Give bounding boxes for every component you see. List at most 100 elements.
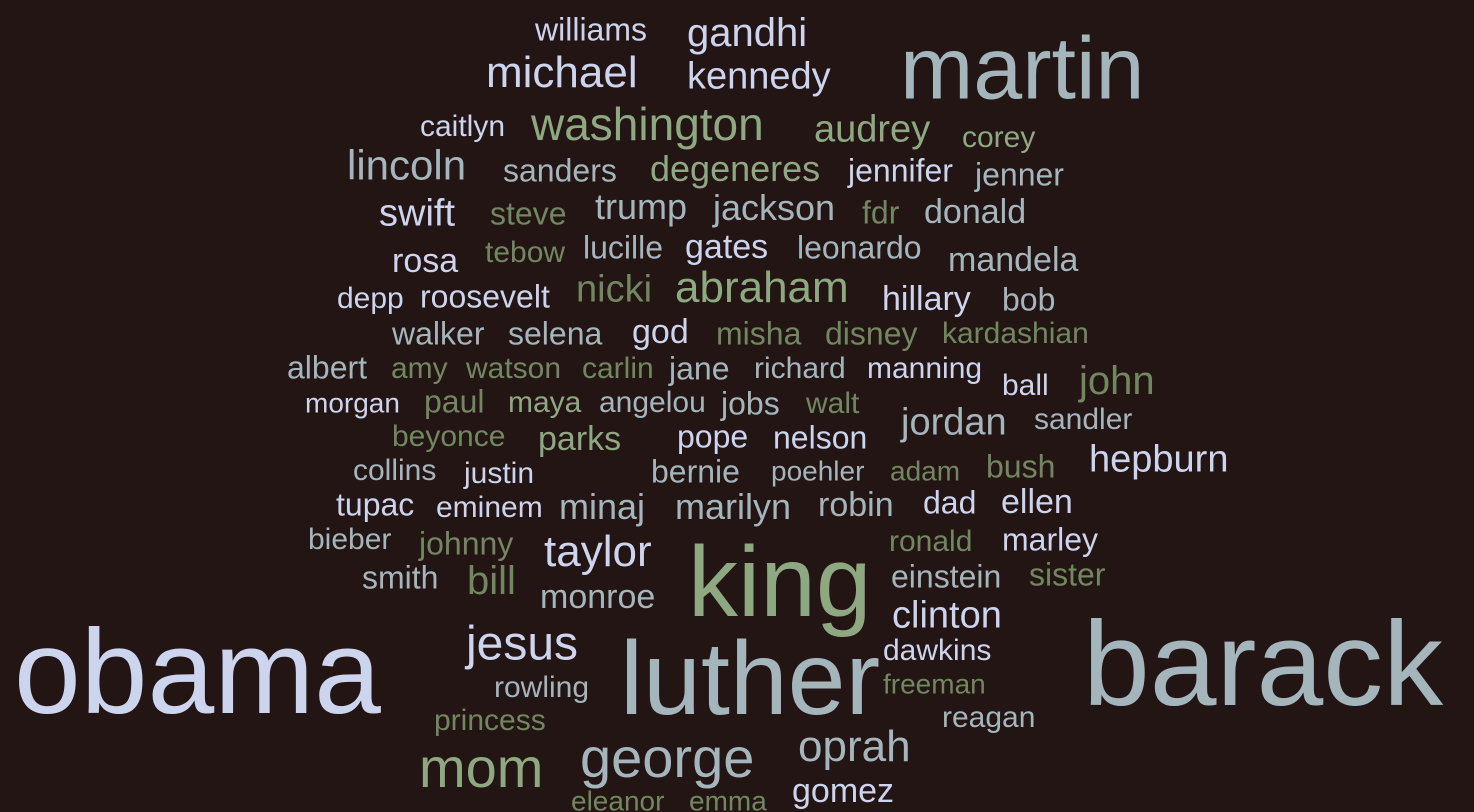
word-steve: steve xyxy=(490,195,567,232)
word-jobs: jobs xyxy=(721,385,780,422)
word-monroe: monroe xyxy=(540,577,656,616)
word-god: god xyxy=(632,312,689,351)
word-paul: paul xyxy=(424,383,485,420)
word-sister: sister xyxy=(1029,556,1106,593)
word-john: john xyxy=(1079,359,1155,403)
word-sanders: sanders xyxy=(503,152,617,189)
word-albert: albert xyxy=(287,349,368,386)
word-reagan: reagan xyxy=(942,701,1036,734)
word-dad: dad xyxy=(923,484,977,521)
word-gomez: gomez xyxy=(792,771,895,810)
word-eleanor: eleanor xyxy=(571,785,665,812)
word-rosa: rosa xyxy=(392,241,459,280)
word-misha: misha xyxy=(716,315,802,352)
word-donald: donald xyxy=(924,192,1027,231)
word-rowling: rowling xyxy=(494,671,590,704)
word-carlin: carlin xyxy=(582,352,654,385)
word-barack: barack xyxy=(1083,597,1444,731)
word-dawkins: dawkins xyxy=(883,634,992,667)
word-adam: adam xyxy=(890,455,961,487)
word-michael: michael xyxy=(486,47,638,97)
word-smith: smith xyxy=(362,559,439,596)
word-tebow: tebow xyxy=(485,236,566,269)
word-emma: emma xyxy=(689,785,767,812)
word-collins: collins xyxy=(353,454,437,487)
word-luther: luther xyxy=(620,620,881,737)
word-gandhi: gandhi xyxy=(687,11,808,55)
word-ronald: ronald xyxy=(889,525,973,558)
word-minaj: minaj xyxy=(559,486,646,528)
word-einstein: einstein xyxy=(891,558,1002,595)
word-washington: washington xyxy=(531,98,764,151)
word-martin: martin xyxy=(900,18,1145,118)
word-bernie: bernie xyxy=(651,453,740,490)
word-degeneres: degeneres xyxy=(650,148,821,190)
word-ball: ball xyxy=(1002,369,1049,402)
word-parks: parks xyxy=(538,419,622,458)
word-disney: disney xyxy=(825,315,918,352)
word-fdr: fdr xyxy=(862,194,900,231)
word-jackson: jackson xyxy=(713,187,836,229)
word-angelou: angelou xyxy=(599,386,706,419)
word-morgan: morgan xyxy=(305,387,400,419)
word-selena: selena xyxy=(508,315,603,352)
word-marley: marley xyxy=(1002,521,1099,558)
word-amy: amy xyxy=(391,352,448,385)
word-hillary: hillary xyxy=(882,279,971,318)
word-tupac: tupac xyxy=(336,486,415,523)
word-maya: maya xyxy=(508,386,582,419)
word-princess: princess xyxy=(434,704,546,737)
word-bieber: bieber xyxy=(308,523,392,556)
word-freeman: freeman xyxy=(883,668,986,700)
word-lincoln: lincoln xyxy=(347,141,467,189)
word-johnny: johnny xyxy=(419,525,514,562)
word-walt: walt xyxy=(806,387,860,420)
word-abraham: abraham xyxy=(675,262,849,312)
word-swift: swift xyxy=(379,192,455,235)
word-marilyn: marilyn xyxy=(675,486,792,528)
word-williams: williams xyxy=(535,11,647,48)
word-corey: corey xyxy=(962,121,1036,154)
word-pope: pope xyxy=(677,418,749,455)
word-jennifer: jennifer xyxy=(848,152,953,189)
word-leonardo: leonardo xyxy=(797,229,922,266)
word-kennedy: kennedy xyxy=(687,55,831,98)
word-robin: robin xyxy=(818,485,894,524)
word-jordan: jordan xyxy=(901,401,1007,444)
word-obama: obama xyxy=(14,605,381,739)
word-mandela: mandela xyxy=(948,240,1079,279)
word-sandler: sandler xyxy=(1034,403,1133,436)
word-hepburn: hepburn xyxy=(1089,438,1229,481)
word-nelson: nelson xyxy=(773,419,868,456)
word-bush: bush xyxy=(986,448,1056,485)
word-bill: bill xyxy=(467,559,516,603)
word-justin: justin xyxy=(464,457,535,490)
word-lucille: lucille xyxy=(583,229,664,266)
word-taylor: taylor xyxy=(544,526,652,576)
word-kardashian: kardashian xyxy=(942,317,1089,350)
word-jane: jane xyxy=(669,350,730,387)
word-trump: trump xyxy=(595,186,688,228)
word-king: king xyxy=(688,526,872,638)
word-beyonce: beyonce xyxy=(392,420,506,453)
word-jesus: jesus xyxy=(466,617,579,671)
word-walker: walker xyxy=(392,315,485,352)
word-eminem: eminem xyxy=(436,491,543,524)
word-audrey: audrey xyxy=(814,108,931,151)
word-nicki: nicki xyxy=(576,268,653,311)
word-mom: mom xyxy=(419,736,544,800)
word-poehler: poehler xyxy=(771,455,865,487)
word-oprah: oprah xyxy=(798,721,911,771)
word-watson: watson xyxy=(466,352,562,385)
word-jenner: jenner xyxy=(975,156,1064,193)
word-george: george xyxy=(580,726,755,790)
word-depp: depp xyxy=(337,282,404,315)
word-roosevelt: roosevelt xyxy=(420,278,550,315)
word-richard: richard xyxy=(754,352,846,385)
word-clinton: clinton xyxy=(892,594,1002,637)
word-bob: bob xyxy=(1002,281,1056,318)
word-manning: manning xyxy=(867,352,983,385)
word-ellen: ellen xyxy=(1001,482,1073,521)
word-caitlyn: caitlyn xyxy=(420,110,506,143)
